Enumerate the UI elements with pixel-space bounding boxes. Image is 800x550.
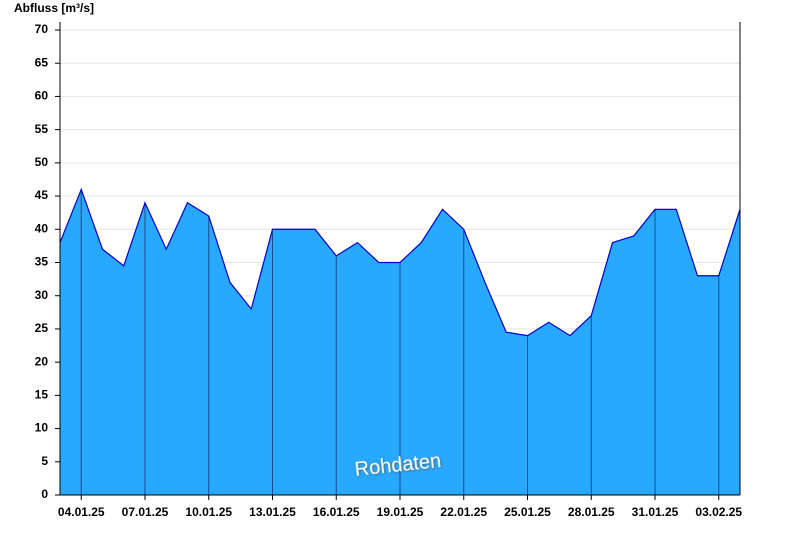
y-tick-label: 5: [41, 454, 48, 468]
x-tick-label: 03.02.25: [695, 505, 742, 519]
x-tick-label: 13.01.25: [249, 505, 296, 519]
y-tick-label: 15: [35, 388, 49, 402]
y-tick-label: 60: [35, 89, 49, 103]
area-line: [59, 187, 741, 337]
x-tick-label: 31.01.25: [632, 505, 679, 519]
x-tick-label: 22.01.25: [440, 505, 487, 519]
x-tick-label: 16.01.25: [313, 505, 360, 519]
y-tick-label: 10: [35, 421, 49, 435]
y-tick-label: 70: [35, 22, 49, 36]
y-tick-label: 25: [35, 321, 49, 335]
y-tick-label: 40: [35, 221, 49, 235]
y-axis-label: Abfluss [m³/s]: [14, 1, 94, 15]
x-tick-label: 19.01.25: [377, 505, 424, 519]
y-tick-label: 35: [35, 255, 49, 269]
x-tick-label: 04.01.25: [58, 505, 105, 519]
y-tick-label: 0: [41, 487, 48, 501]
y-tick-label: 45: [35, 188, 49, 202]
x-tick-label: 25.01.25: [504, 505, 551, 519]
y-tick-label: 55: [35, 122, 49, 136]
x-tick-label: 10.01.25: [185, 505, 232, 519]
y-tick-label: 65: [35, 55, 49, 69]
x-tick-label: 07.01.25: [122, 505, 169, 519]
y-tick-label: 20: [35, 354, 49, 368]
x-tick-label: 28.01.25: [568, 505, 615, 519]
y-tick-label: 30: [35, 288, 49, 302]
y-tick-label: 50: [35, 155, 49, 169]
